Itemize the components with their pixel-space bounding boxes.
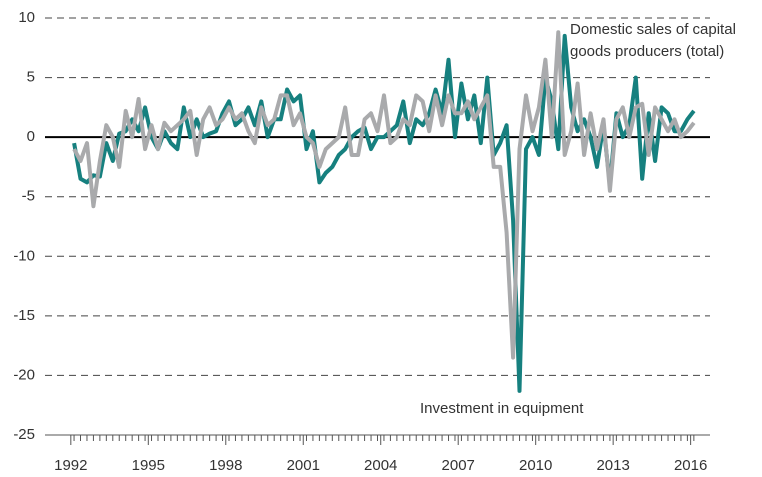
y-tick-label: -10 <box>13 247 35 264</box>
y-tick-label: 5 <box>27 69 35 86</box>
x-tick-label: 2013 <box>596 457 629 474</box>
y-tick-label: -25 <box>13 426 35 443</box>
x-tick-label: 2007 <box>442 457 475 474</box>
annotation: Domestic sales of capital goods producer… <box>570 21 736 60</box>
x-tick-label: 2001 <box>287 457 320 474</box>
annotation: Investment in equipment <box>420 400 584 417</box>
x-tick-label: 1992 <box>54 457 87 474</box>
y-tick-label: -5 <box>22 188 35 205</box>
y-tick-label: -15 <box>13 307 35 324</box>
x-tick-label: 1998 <box>209 457 242 474</box>
x-tick-label: 2004 <box>364 457 397 474</box>
x-tick-label: 2016 <box>674 457 707 474</box>
y-tick-label: 0 <box>27 128 35 145</box>
y-tick-label: 10 <box>18 9 35 26</box>
x-tick-label: 2010 <box>519 457 552 474</box>
series-line <box>72 33 696 393</box>
series-line <box>72 30 696 360</box>
x-tick-label: 1995 <box>132 457 165 474</box>
y-tick-label: -20 <box>13 366 35 383</box>
